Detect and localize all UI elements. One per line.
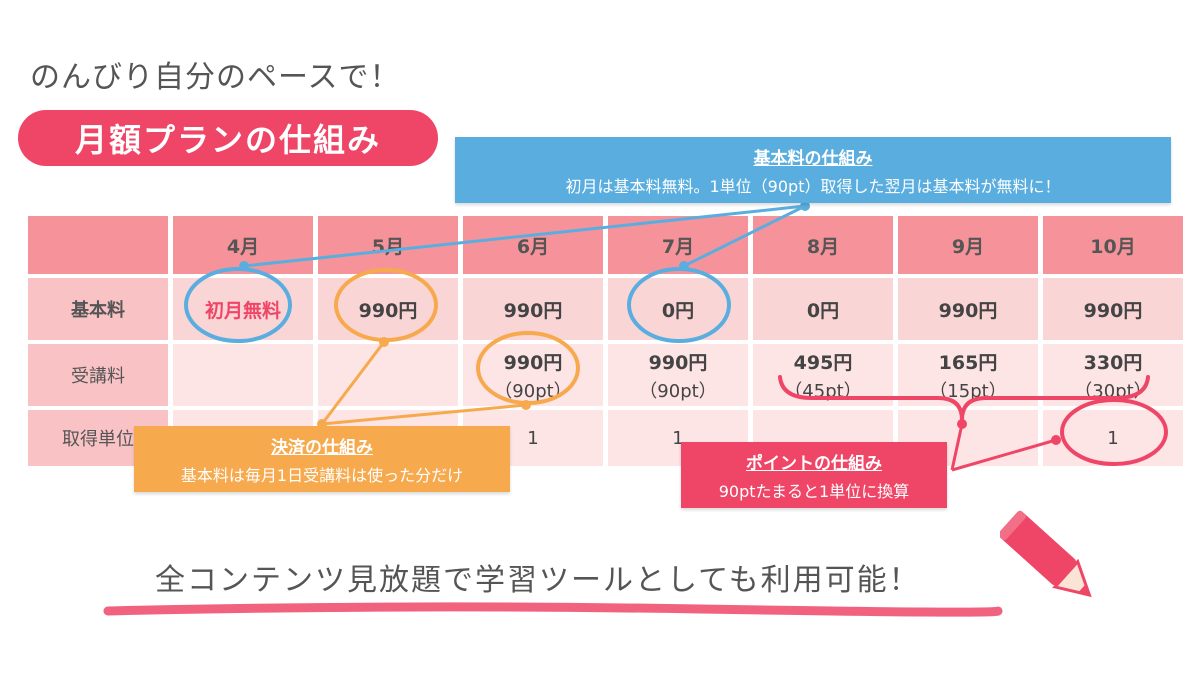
bottom-message: 全コンテンツ見放題で学習ツールとしても利用可能！ [155, 563, 921, 598]
course-fee-cell [173, 344, 313, 406]
first-month-free-circle [184, 267, 292, 343]
course-fee-yen: 495円 [793, 351, 853, 374]
course-fee-points: （90pt） [494, 380, 572, 402]
connector-dot [379, 337, 389, 347]
month-header: 8月 [753, 216, 893, 274]
course-fee-cell: 495円 （45pt） [753, 344, 893, 406]
course-fee-cell [318, 344, 458, 406]
course-fee-yen: 990円 [503, 351, 563, 374]
table-corner [28, 216, 168, 274]
base-connector-line [683, 204, 806, 268]
connector-dot [1051, 435, 1061, 445]
course-fee-yen: 990円 [648, 351, 708, 374]
base-fee-callout-desc: 初月は基本料無料。1単位（90pt）取得した翌月は基本料が無料に！ [565, 176, 1061, 196]
payment-connector-line [321, 403, 527, 426]
month-header: 9月 [898, 216, 1038, 274]
connector-dot [239, 261, 249, 271]
points-callout: ポイントの仕組み 90ptたまると1単位に換算 [681, 442, 947, 508]
course-fee-cell: 165円 （15pt） [898, 344, 1038, 406]
plan-table: 4月 5月 6月 7月 8月 9月 10月 基本料 初月無料 990円 990円… [28, 216, 1183, 466]
base-fee-cell: 0円 [753, 278, 893, 340]
base-fee-callout: 基本料の仕組み 初月は基本料無料。1単位（90pt）取得した翌月は基本料が無料に… [455, 137, 1171, 203]
payment-connector-line [320, 341, 386, 425]
connector-dot [800, 201, 810, 211]
payment-callout-desc: 基本料は毎月1日受講料は使った分だけ [180, 465, 464, 485]
connector-dot [957, 419, 967, 429]
course-fee-cell: 990円 （90pt） [463, 344, 603, 406]
course-fee-cell: 990円 （90pt） [608, 344, 748, 406]
bottom-underline [103, 602, 1003, 617]
course-fee-circle [476, 331, 580, 405]
payment-callout-title: 決済の仕組み [271, 437, 373, 458]
connector-dot [521, 400, 531, 410]
course-fee-yen: 330円 [1083, 351, 1143, 374]
zero-yen-circle [627, 267, 731, 343]
pencil-icon [1000, 510, 1092, 598]
points-connector-line [951, 438, 1057, 472]
row-label-base-fee: 基本料 [28, 278, 168, 340]
tagline: のんびり自分のペースで！ [30, 60, 401, 95]
page-title: 月額プランの仕組み [18, 110, 438, 166]
base-fee-cell: 990円 [1043, 278, 1183, 340]
points-brace [778, 375, 1150, 421]
payment-callout: 決済の仕組み 基本料は毎月1日受講料は使った分だけ [134, 426, 510, 492]
connector-dot [679, 261, 689, 271]
month-header: 6月 [463, 216, 603, 274]
course-fee-yen: 165円 [938, 351, 998, 374]
row-label-course-fee: 受講料 [28, 344, 168, 406]
month-header: 10月 [1043, 216, 1183, 274]
points-connector-line [950, 423, 964, 471]
base-connector-line [243, 204, 806, 268]
course-fee-cell: 330円 （30pt） [1043, 344, 1183, 406]
unit-circle [1060, 398, 1168, 466]
base-fee-cell: 990円 [463, 278, 603, 340]
base-fee-callout-title: 基本料の仕組み [753, 148, 873, 169]
base-fee-circle [334, 268, 438, 342]
points-callout-title: ポイントの仕組み [746, 453, 882, 474]
base-fee-cell: 990円 [898, 278, 1038, 340]
course-fee-points: （90pt） [639, 380, 717, 402]
points-callout-desc: 90ptたまると1単位に換算 [718, 481, 910, 501]
